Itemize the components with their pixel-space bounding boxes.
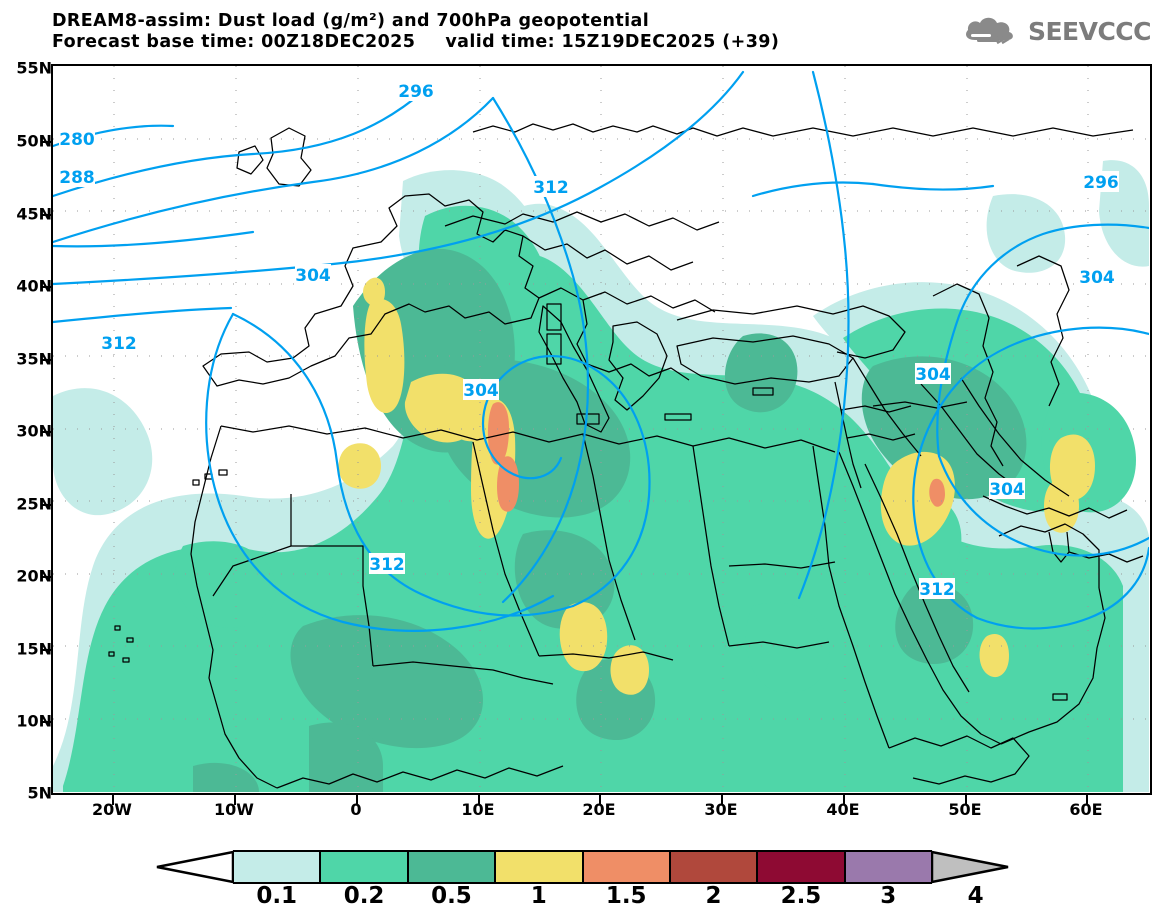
colorbar-band [407,850,496,884]
contour-label: 312 [369,553,405,575]
colorbar-band [495,850,583,884]
svg-text:304: 304 [295,266,331,286]
svg-text:296: 296 [1083,173,1119,193]
contour-label: 312 [919,578,955,600]
y-tick-label: 30N [16,421,52,441]
contour-label: 288 [59,166,95,188]
x-tick-label: 10W [214,800,254,819]
colorbar-tick-label: 0.1 [256,883,298,909]
x-tick-label: 20W [92,800,132,819]
x-tick-label: 10E [461,800,495,819]
colorbar-tick-label: 0.2 [343,883,385,909]
y-tick [41,359,51,361]
svg-text:304: 304 [989,480,1025,500]
contour-label: 296 [398,80,434,102]
x-tick [1086,795,1088,805]
colorbar-band [582,850,670,884]
contour-labels: 280 288 296 296 312 312 304 304 304 304 … [59,80,1119,600]
y-tick-label: 15N [16,639,52,659]
colorbar-tick-label: 1 [530,883,547,909]
y-tick-label: 25N [16,494,52,514]
y-tick [41,141,51,143]
y-tick-label: 40N [16,276,52,296]
y-tick-label: 45N [16,204,52,224]
colorbar-tick-label: 0.5 [431,883,472,909]
x-tick-label: 0 [350,800,362,819]
x-tick [599,795,601,805]
x-tick [721,795,723,805]
colorbar-bands [155,850,1010,884]
y-tick [41,576,51,578]
svg-text:304: 304 [1079,268,1115,288]
x-tick-label: 60E [1069,800,1103,819]
y-tick [41,721,51,723]
y-tick-label: 10N [16,711,52,731]
colorbar-band [844,850,932,884]
colorbar-tick-label: 1.5 [605,883,647,909]
contour-label: 312 [101,332,137,354]
contour-label: 304 [915,363,951,385]
svg-text:312: 312 [533,178,569,198]
contour-label: 304 [1079,266,1115,288]
dust-band-1-1.5 [338,277,1095,695]
y-tick [41,286,51,288]
x-tick [965,795,967,805]
colorbar-band [233,850,321,884]
chart-title: DREAM8-assim: Dust load (g/m²) and 700hP… [52,11,650,31]
logo-text: SEEVCCC [1027,16,1152,46]
x-tick [234,795,236,805]
contour-label: 304 [989,478,1025,500]
x-tick-label: 50E [948,800,982,819]
colorbar-band [320,850,408,884]
map-coastlines [108,123,1144,789]
colorbar-band [757,850,845,884]
chart-header: DREAM8-assim: Dust load (g/m²) and 700hP… [0,0,1165,62]
dust-band-1.5-2 [487,402,945,512]
y-tick-label: 35N [16,349,52,369]
x-tick [356,795,358,805]
dust-load-map: 280 288 296 296 312 312 304 304 304 304 … [51,64,1152,795]
colorbar-tick-label: 2.5 [780,883,822,909]
map-canvas: 280 288 296 296 312 312 304 304 304 304 … [53,66,1149,792]
colorbar-legend: 0.1 0.2 0.5 1 1.5 2 2.5 3 4 [0,845,1165,909]
x-tick [843,795,845,805]
contour-label: 304 [463,379,499,401]
y-tick-label: 55N [16,58,52,78]
cloud-wind-icon [965,17,1013,45]
dust-load-shading [53,160,1149,792]
svg-text:288: 288 [59,168,95,188]
svg-text:304: 304 [915,365,951,385]
colorbar-tick-label: 2 [705,883,722,909]
x-tick [478,795,480,805]
x-tick-label: 30E [704,800,738,819]
svg-text:312: 312 [369,555,405,575]
svg-text:304: 304 [463,381,499,401]
svg-text:312: 312 [919,580,955,600]
y-tick-label: 5N [27,783,52,803]
colorbar-band [669,850,758,884]
x-tick [112,795,114,805]
y-tick [41,649,51,651]
contour-label: 304 [295,264,331,286]
x-tick-label: 40E [826,800,860,819]
chart-subtitle: Forecast base time: 00Z18DEC2025 valid ti… [52,32,779,52]
svg-text:296: 296 [398,82,434,102]
y-tick [41,504,51,506]
seevccc-logo: SEEVCCC [961,12,1152,50]
y-tick [41,214,51,216]
y-tick-label: 50N [16,131,52,151]
forecast-base-time: Forecast base time: 00Z18DEC2025 [52,32,416,52]
y-tick-label: 20N [16,566,52,586]
svg-text:312: 312 [101,334,137,354]
contour-label: 312 [533,176,569,198]
contour-label: 280 [59,128,95,150]
colorbar-tick-label: 4 [967,883,984,909]
svg-text:280: 280 [59,130,95,150]
x-tick-label: 20E [582,800,616,819]
forecast-valid-time: valid time: 15Z19DEC2025 (+39) [445,32,780,52]
contour-label: 296 [1083,171,1119,193]
y-tick [41,431,51,433]
colorbar-tick-label: 3 [880,883,897,909]
